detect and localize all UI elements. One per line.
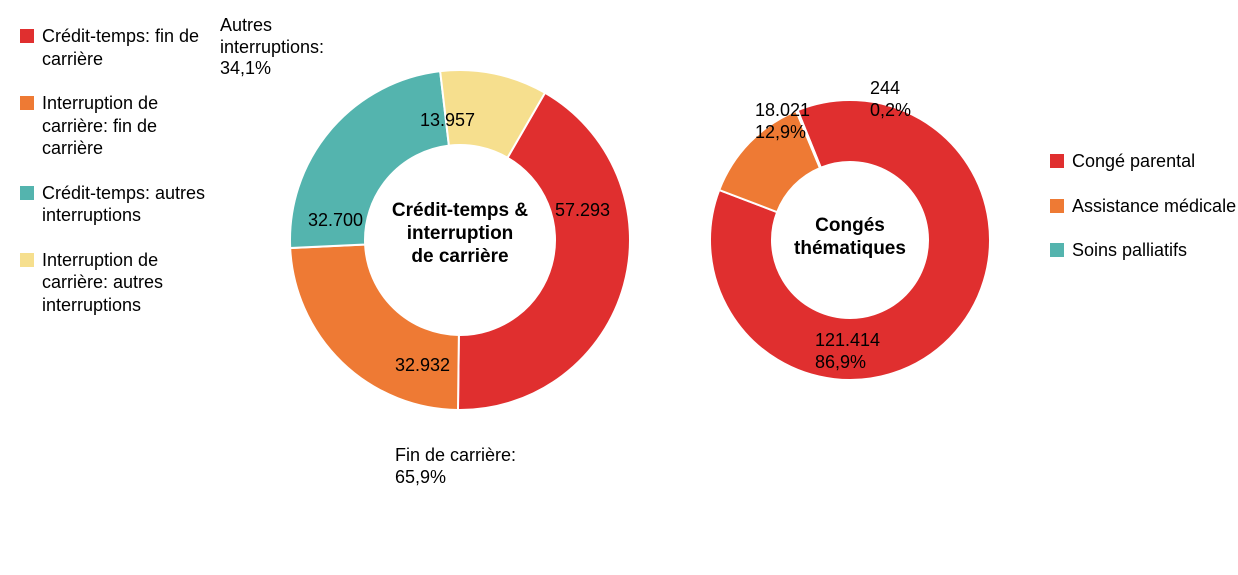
- chart-page: { "colors": { "red": "#e02f2f", "orange"…: [0, 0, 1238, 575]
- legend-left-item: Interruption de carrière: autres interru…: [20, 249, 222, 317]
- legend-right-item: Soins palliatifs: [1050, 239, 1236, 262]
- legend-color-swatch: [20, 186, 34, 200]
- donut-1-value-label: 13.957: [420, 110, 475, 132]
- legend-color-swatch: [20, 29, 34, 43]
- donut-1-group-label: Fin de carrière: 65,9%: [395, 445, 516, 488]
- legend-label: Soins palliatifs: [1072, 239, 1187, 262]
- legend-label: Interruption de carrière: autres interru…: [42, 249, 222, 317]
- donut-2-value-label: 18.021 12,9%: [755, 100, 810, 143]
- legend-left-item: Crédit-temps: autres interruptions: [20, 182, 222, 227]
- legend-left: Crédit-temps: fin de carrière Interruptio…: [20, 25, 222, 338]
- donut-1-value-label: 32.700: [308, 210, 363, 232]
- legend-right: Congé parental Assistance médicale Soins p…: [1050, 150, 1236, 284]
- legend-color-swatch: [1050, 154, 1064, 168]
- donut-1-group-label: Autres interruptions: 34,1%: [220, 15, 324, 80]
- donut-1-value-label: 32.932: [395, 355, 450, 377]
- legend-label: Crédit-temps: autres interruptions: [42, 182, 222, 227]
- legend-right-item: Assistance médicale: [1050, 195, 1236, 218]
- donut-2-value-label: 244 0,2%: [870, 78, 911, 121]
- legend-label: Crédit-temps: fin de carrière: [42, 25, 222, 70]
- legend-label: Interruption de carrière: fin de carrièr…: [42, 92, 222, 160]
- legend-color-swatch: [20, 253, 34, 267]
- donut-1-slice: [290, 244, 459, 409]
- legend-label: Assistance médicale: [1072, 195, 1236, 218]
- donut-2-value-label: 121.414 86,9%: [815, 330, 880, 373]
- legend-right-item: Congé parental: [1050, 150, 1236, 173]
- legend-label: Congé parental: [1072, 150, 1195, 173]
- legend-left-item: Interruption de carrière: fin de carrièr…: [20, 92, 222, 160]
- legend-color-swatch: [1050, 243, 1064, 257]
- legend-color-swatch: [20, 96, 34, 110]
- legend-left-item: Crédit-temps: fin de carrière: [20, 25, 222, 70]
- donut-1-value-label: 57.293: [555, 200, 610, 222]
- legend-color-swatch: [1050, 199, 1064, 213]
